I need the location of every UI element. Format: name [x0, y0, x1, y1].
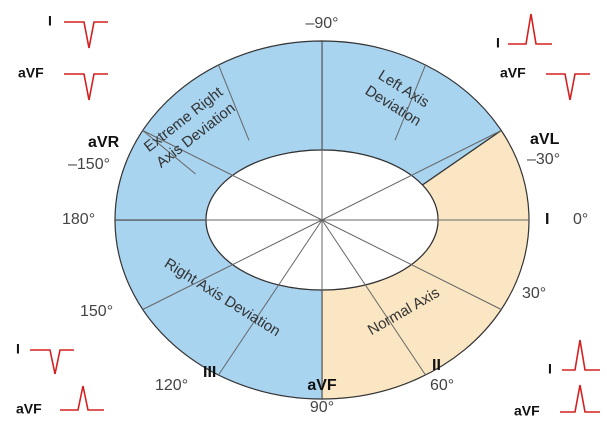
lead-label: aVR	[88, 134, 120, 151]
axis-spoke	[321, 219, 426, 376]
corner-lead: I	[548, 361, 552, 377]
axis-spoke	[218, 219, 323, 376]
angle-label: –30°	[527, 151, 560, 168]
angle-label: 150°	[80, 303, 113, 320]
lead-label: aVL	[530, 131, 560, 148]
waveform	[562, 339, 600, 371]
axis-ring	[114, 40, 530, 400]
corner-lead: aVF	[500, 65, 526, 81]
tick	[394, 64, 426, 141]
angle-label: –90°	[305, 15, 338, 32]
axis-spoke	[142, 219, 323, 310]
lead-label: aVF	[307, 377, 337, 394]
corner-lead: I	[48, 13, 52, 29]
corner-lead: aVF	[18, 65, 44, 81]
axis-spoke	[142, 130, 323, 221]
angle-label: 90°	[310, 399, 334, 416]
corner-lead: aVF	[514, 403, 540, 419]
waveform	[64, 21, 108, 49]
corner-lead: I	[496, 35, 500, 51]
angle-label: 0°	[573, 211, 588, 228]
waveform	[560, 384, 600, 413]
axis-spoke	[321, 219, 502, 310]
angle-label: 30°	[522, 285, 546, 302]
tick	[142, 130, 196, 175]
lead-label: III	[203, 364, 216, 381]
corner-lead: I	[16, 341, 20, 357]
lead-label: II	[432, 357, 441, 374]
waveform	[30, 349, 74, 375]
tick	[218, 64, 250, 141]
corner-lead: aVF	[16, 401, 42, 417]
waveform	[508, 13, 552, 45]
axis-spoke	[321, 130, 502, 221]
lead-label: I	[545, 211, 549, 228]
angle-label: 60°	[430, 377, 454, 394]
angle-label: 120°	[155, 377, 188, 394]
angle-label: 180°	[62, 211, 95, 228]
angle-label: –150°	[68, 156, 110, 173]
waveform	[60, 385, 104, 411]
waveform	[546, 73, 590, 101]
waveform	[64, 73, 108, 101]
